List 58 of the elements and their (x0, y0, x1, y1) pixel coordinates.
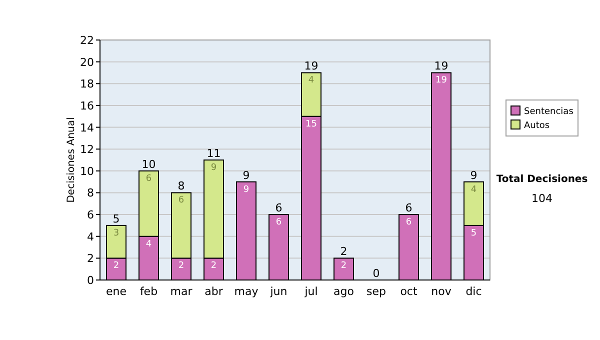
y-tick-label: 16 (80, 99, 94, 112)
data-label: 6 (276, 218, 282, 228)
total-label: 2 (340, 245, 348, 258)
y-tick-label: 4 (87, 230, 94, 244)
total-label: 9 (242, 168, 250, 182)
data-label: 15 (306, 119, 317, 130)
y-tick-label: 14 (80, 121, 94, 134)
x-tick-label: sep (366, 285, 386, 298)
x-tick-label: may (234, 285, 259, 298)
y-axis-title: Decisiones Anual (66, 117, 77, 203)
data-label: 2 (113, 261, 120, 272)
y-tick-label: 22 (80, 34, 94, 47)
x-tick-label: abr (204, 285, 224, 298)
x-tick-label: mar (170, 285, 193, 298)
data-label: 4 (146, 239, 152, 250)
total-label: 10 (142, 158, 156, 171)
data-label: 4 (470, 184, 477, 195)
x-tick-label: dic (466, 285, 482, 298)
x-tick-label: nov (431, 285, 452, 298)
total-label: 19 (434, 60, 448, 73)
y-tick-label: 0 (87, 274, 94, 287)
total-label: 6 (275, 202, 282, 215)
y-tick-label: 12 (80, 143, 94, 156)
y-tick-label: 6 (87, 208, 94, 222)
x-tick-label: jun (269, 285, 288, 298)
data-label: 19 (436, 76, 448, 86)
total-label: 6 (405, 202, 412, 215)
total-label: 8 (178, 180, 185, 193)
text: 104 (532, 192, 552, 205)
data-label: 2 (340, 261, 347, 272)
x-tick-label: ene (106, 285, 127, 298)
legend-label: Autos (524, 121, 550, 131)
total-label: 0 (372, 267, 380, 280)
data-label: 3 (113, 228, 120, 238)
total-label: 11 (206, 147, 221, 160)
y-tick-label: 20 (80, 56, 94, 69)
data-label: 2 (210, 261, 217, 272)
data-label: 9 (210, 163, 217, 173)
data-label: 5 (470, 228, 477, 238)
x-tick-label: ago (334, 285, 354, 298)
data-label: 6 (178, 196, 184, 206)
data-label: 6 (406, 218, 412, 228)
text: Total Decisiones (496, 174, 588, 185)
legend-label: Sentencias (524, 107, 574, 117)
x-tick-label: feb (140, 285, 158, 298)
y-tick-label: 18 (80, 78, 94, 91)
data-label: 6 (146, 174, 152, 184)
total-label: 5 (112, 212, 120, 226)
y-tick-label: 10 (80, 164, 94, 178)
x-tick-label: oct (400, 285, 418, 298)
data-label: 4 (308, 76, 314, 86)
total-label: 9 (470, 168, 478, 182)
data-label: 2 (178, 261, 184, 272)
total-label: 19 (304, 60, 318, 73)
y-tick-label: 8 (87, 186, 94, 200)
x-tick-label: jul (304, 285, 318, 298)
data-label: 9 (243, 184, 250, 195)
y-tick-label: 2 (87, 252, 94, 266)
